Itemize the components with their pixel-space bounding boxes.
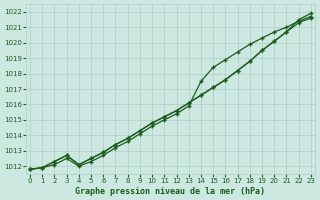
X-axis label: Graphe pression niveau de la mer (hPa): Graphe pression niveau de la mer (hPa): [76, 187, 266, 196]
